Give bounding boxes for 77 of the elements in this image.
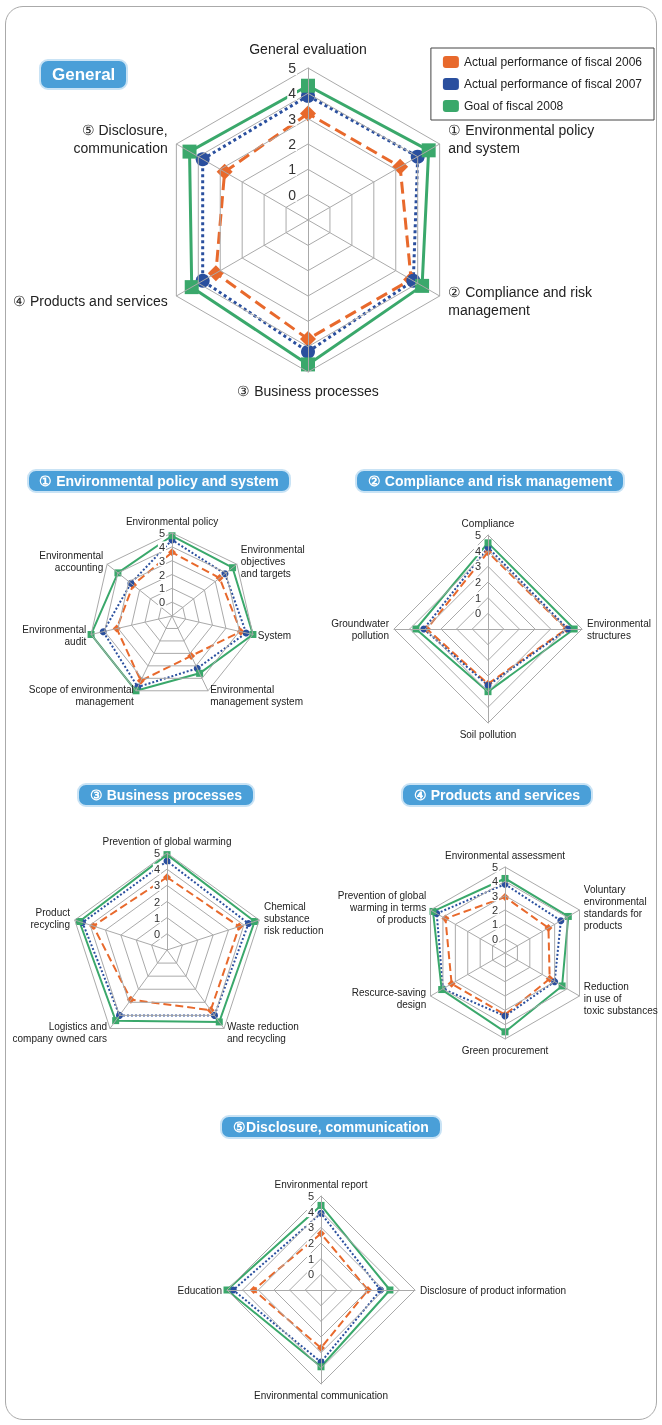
y-tick-label: 5 [474,529,481,541]
spoke-label: Groundwater pollution [331,617,390,641]
y-tick-label: 1 [474,591,481,604]
spoke-label: Green procurement [461,1044,549,1056]
y-tick-label: 2 [158,568,165,581]
y-tick-label: 3 [491,889,498,902]
chart-title: ⑤Disclosure, communication [233,1119,429,1135]
y-tick-label: 0 [288,186,297,203]
spoke-label: Prevention of global warming [102,836,232,848]
spoke-label: ③ Business processes [237,383,379,399]
spoke-label: Environmental policy [125,516,219,528]
spoke-label: Environmental objectives and targets [240,543,305,579]
y-tick-label: 5 [153,847,160,859]
y-tick-label: 4 [153,863,160,876]
y-tick-label: 3 [158,554,165,567]
spoke-label: ① Environmental policy and system [448,122,595,156]
spoke-label: Environmental assessment [444,850,566,862]
spoke-label: Environmental communication [254,1389,388,1401]
spoke-label: Education [177,1284,222,1296]
spoke-label: Logistics and company owned cars [12,1021,108,1045]
spoke-label: System [257,630,292,642]
spoke-label: ② Compliance and risk management [448,284,594,318]
y-tick-label: 1 [158,582,165,595]
spoke-label: Soil pollution [459,728,517,740]
chart-title: ② Compliance and risk management [367,473,613,489]
y-tick-label: 2 [153,895,160,908]
y-tick-label: 2 [491,904,498,916]
spoke-label: Scope of environmental management [28,683,135,707]
y-tick-label: 0 [307,1268,314,1281]
spoke-label: Voluntary environmental standards for products [583,884,647,931]
y-tick-label: 0 [158,596,165,609]
chart-title: ③ Business processes [89,787,243,803]
y-tick-label: 1 [153,911,160,924]
text: General [52,65,116,84]
y-tick-label: 2 [474,576,481,588]
spoke-label: Environmental structures [587,617,651,641]
y-tick-label: 5 [158,527,165,539]
y-tick-label: 4 [307,1205,314,1218]
spoke-label: Waste reduction and recycling [226,1021,299,1045]
legend-label: Goal of fiscal 2008 [463,99,564,113]
y-tick-label: 3 [474,560,481,573]
spoke-label: Compliance [461,518,515,530]
chart-title: ① Environmental policy and system [39,473,279,489]
spoke-label: ⑤ Disclosure, communication [73,122,168,156]
y-tick-label: 0 [491,932,498,945]
y-tick-label: 1 [288,161,297,178]
y-tick-label: 4 [158,540,165,553]
spoke-label: Disclosure of product information [420,1284,567,1296]
spoke-label: Reduction in use of toxic substances [583,981,658,1016]
spoke-label: Environmental accounting [39,549,104,573]
y-tick-label: 5 [307,1190,314,1202]
y-tick-label: 3 [307,1221,314,1234]
y-tick-label: 5 [491,861,498,873]
legend-label: Actual performance of fiscal 2007 [463,77,643,91]
spoke-label: Environmental report [274,1179,368,1191]
y-tick-label: 5 [288,60,297,76]
y-tick-label: 0 [153,927,160,940]
spoke-label: ④ Products and services [13,293,168,309]
y-tick-label: 3 [153,879,160,892]
y-tick-label: 4 [474,544,481,557]
spoke-label: General evaluation [249,41,367,57]
y-tick-label: 2 [288,136,297,152]
spoke-label: Product recycling [30,906,71,930]
spoke-label: Prevention of global warming in terms of products [337,890,427,925]
y-tick-label: 4 [491,875,498,888]
y-tick-label: 0 [474,607,481,620]
spoke-label: Environmental management system [210,683,304,707]
spoke-label: Environmental audit [22,624,87,648]
y-tick-label: 1 [491,918,498,931]
y-tick-label: 2 [307,1237,314,1249]
y-tick-label: 4 [288,85,297,102]
y-tick-label: 1 [307,1252,314,1265]
chart-title: ④ Products and services [413,787,581,803]
spoke-label: Rescurce-saving design [351,987,427,1010]
y-tick-label: 3 [288,110,297,127]
legend-label: Actual performance of fiscal 2006 [463,55,643,69]
spoke-label: Chemical substance risk reduction [264,900,324,936]
